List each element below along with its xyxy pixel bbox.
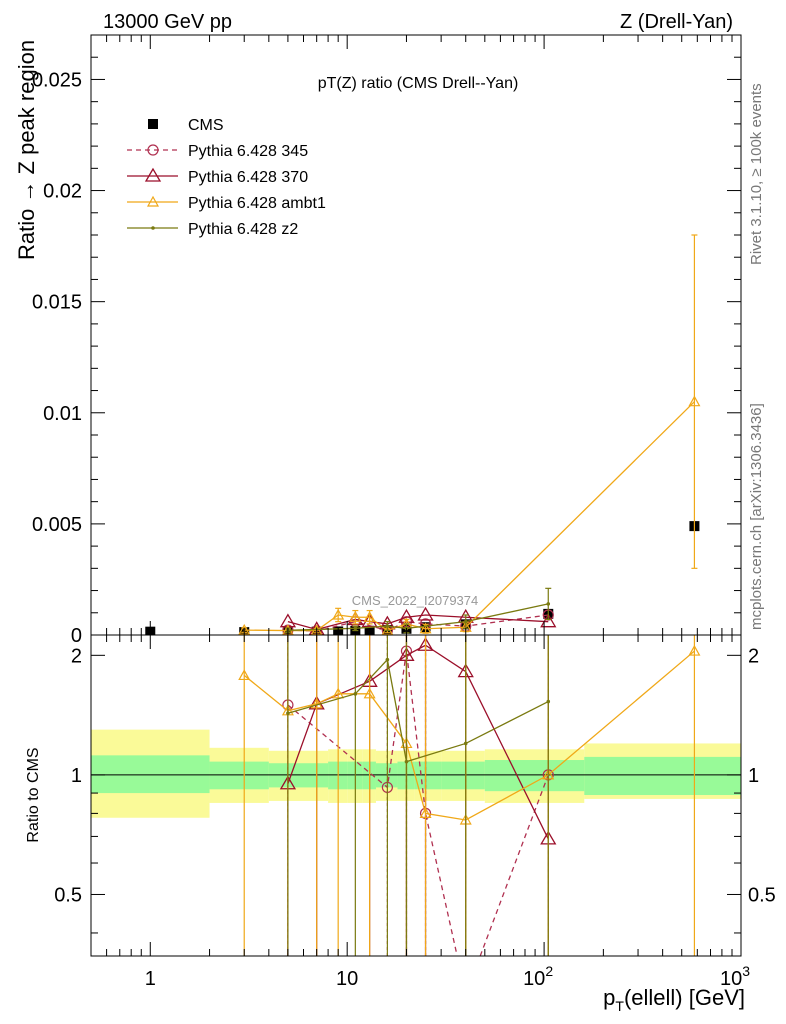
- ratio-frame: [90, 634, 742, 957]
- y-tick-label: 0.025: [32, 69, 82, 91]
- plot-title: pT(Z) ratio (CMS Drell--Yan): [318, 75, 519, 92]
- y-tick-label: 0.015: [32, 292, 82, 314]
- band-inner: [209, 761, 269, 790]
- ratio-point: [353, 692, 358, 696]
- x-axis-label: pT(ellell) [GeV]: [603, 985, 745, 1014]
- data-point: [353, 626, 358, 631]
- data-point: [363, 610, 376, 622]
- band-inner: [414, 761, 442, 790]
- ratio-y-tick-label-right: 2: [748, 645, 759, 667]
- site-label: mcplots.cern.ch [arXiv:1306.3436]: [748, 403, 765, 630]
- ratio-point: [310, 697, 323, 709]
- y-tick-label: 0.01: [43, 403, 82, 425]
- ratio-y-tick-label-right: 0.5: [748, 884, 776, 906]
- data-point: [463, 619, 468, 624]
- y-axis-label-main: Ratio → Z peak region: [14, 40, 39, 260]
- data-point: [385, 624, 390, 628]
- legend-marker: [146, 195, 160, 207]
- data-point: [332, 608, 345, 620]
- legend-label: Pythia 6.428 ambt1: [188, 195, 326, 212]
- rivet-label: Rivet 3.1.10, ≥ 100k events: [748, 83, 765, 265]
- y-tick-label: 0.005: [32, 514, 82, 536]
- ratio-point: [546, 699, 551, 704]
- legend-entry-cms: CMS: [148, 117, 224, 134]
- ratio-y-tick-label-left: 2: [71, 645, 82, 667]
- main-plot-panel: [145, 234, 701, 635]
- data-point: [688, 395, 701, 407]
- data-point: [417, 606, 434, 621]
- data-point: [364, 625, 375, 635]
- axes: 1 10 102 103 0 0.005 0.01 0.015 0.02 0.025 0.5 0.5 1…: [32, 34, 776, 990]
- x-tick-label: 10: [336, 968, 358, 990]
- ratio-point: [363, 687, 376, 699]
- ratio-series-pythia-6-428-z2: [286, 635, 551, 956]
- y-tick-label: 0.02: [43, 181, 82, 203]
- y-axis-label-ratio: Ratio to CMS: [25, 747, 42, 842]
- series-pythia-6-428-ambt1: [238, 234, 701, 635]
- legend-label: Pythia 6.428 z2: [188, 221, 298, 238]
- ratio-y-tick-label-left: 0.5: [54, 884, 82, 906]
- ratio-y-tick-label-left: 1: [71, 765, 82, 787]
- x-tick-label: 103: [720, 963, 750, 990]
- legend-entry-pythia-6-428-345: Pythia 6.428 345: [127, 143, 308, 160]
- legend-label: CMS: [188, 117, 224, 134]
- legend-label: Pythia 6.428 370: [188, 169, 308, 186]
- legend-label: Pythia 6.428 345: [188, 143, 308, 160]
- header-left: 13000 GeV pp: [103, 11, 232, 33]
- y-tick-label: 0: [71, 625, 82, 647]
- legend-entry-pythia-6-428-z2: Pythia 6.428 z2: [127, 221, 298, 238]
- data-point: [419, 622, 432, 634]
- ratio-point: [385, 657, 390, 662]
- series-pythia-6-428-345: [282, 609, 554, 635]
- ratio-point: [419, 807, 432, 818]
- ratio-line: [243, 650, 695, 821]
- legend-marker: [151, 226, 155, 230]
- data-point: [349, 610, 362, 622]
- ratio-plot-panel: [91, 635, 741, 999]
- band-inner: [441, 761, 485, 790]
- legend-entry-pythia-6-428-370: Pythia 6.428 370: [127, 167, 308, 186]
- ratio-line: [287, 644, 549, 840]
- data-point: [546, 602, 551, 606]
- ratio-series-pythia-6-428-345: [282, 635, 554, 999]
- ratio-point: [461, 989, 471, 999]
- ratio-point: [404, 759, 409, 764]
- header-right: Z (Drell-Yan): [620, 11, 733, 33]
- x-tick-label: 102: [523, 963, 553, 990]
- legend-entry-pythia-6-428-ambt1: Pythia 6.428 ambt1: [127, 195, 326, 212]
- series-line: [287, 614, 549, 632]
- legend-marker: [147, 144, 159, 156]
- ratio-line: [287, 658, 549, 763]
- band-inner: [91, 755, 210, 794]
- ratio-point: [332, 687, 345, 699]
- band-inner: [584, 756, 741, 795]
- ratio-y-tick-label-right: 1: [748, 765, 759, 787]
- legend-marker: [148, 119, 158, 129]
- band-inner: [484, 760, 585, 792]
- series-pythia-6-428-370: [279, 606, 557, 635]
- data-point: [540, 613, 557, 628]
- legend: CMS Pythia 6.428 345 Pythia 6.428 370 Pythi…: [127, 117, 326, 238]
- x-tick-label: 1: [145, 968, 156, 990]
- watermark: CMS_2022_I2079374: [352, 593, 479, 608]
- ratio-point: [463, 741, 468, 746]
- legend-marker: [144, 167, 162, 182]
- ratio-point: [238, 669, 251, 681]
- series-line: [287, 603, 549, 631]
- ratio-point: [286, 711, 290, 715]
- ratio-point: [688, 644, 701, 656]
